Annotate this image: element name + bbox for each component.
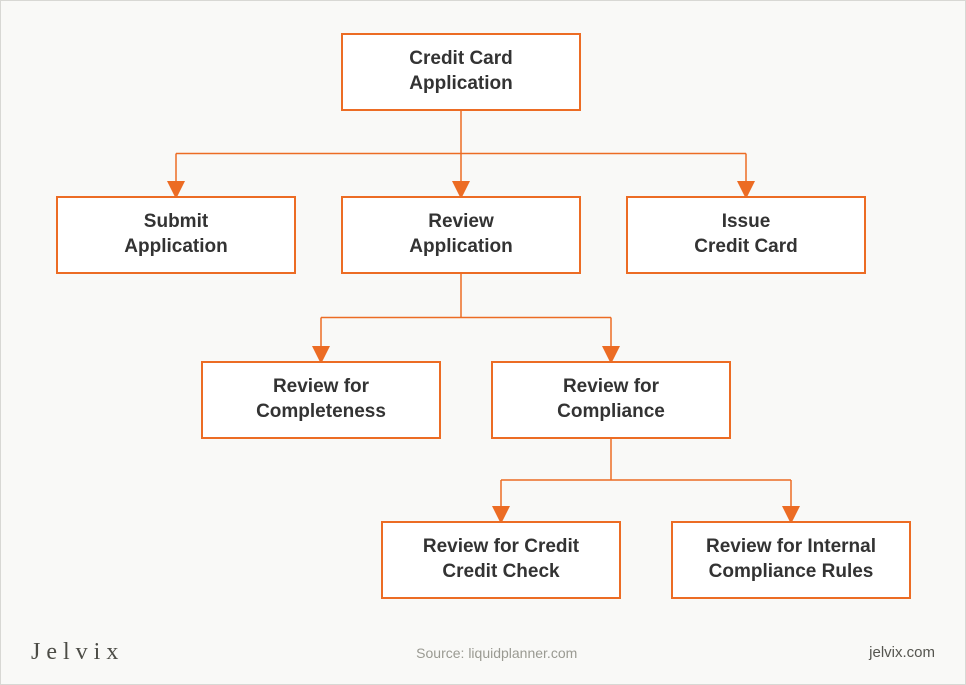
diagram-canvas: Credit Card Application Submit Applicatio… — [1, 1, 965, 684]
site-link: jelvix.com — [869, 644, 935, 661]
node-root: Credit Card Application — [341, 33, 581, 111]
source-value: liquidplanner.com — [468, 645, 577, 661]
source-text: Source: liquidplanner.com — [124, 645, 869, 661]
brand-logo: Jelvix — [31, 639, 124, 666]
footer: Jelvix Source: liquidplanner.com jelvix.… — [1, 639, 965, 666]
node-submit: Submit Application — [56, 196, 296, 274]
node-comp: Review for Completeness — [201, 361, 441, 439]
node-credit: Review for Credit Credit Check — [381, 521, 621, 599]
node-rules: Review for Internal Compliance Rules — [671, 521, 911, 599]
node-review: Review Application — [341, 196, 581, 274]
node-compl: Review for Compliance — [491, 361, 731, 439]
node-issue: Issue Credit Card — [626, 196, 866, 274]
source-prefix: Source: — [416, 645, 468, 661]
